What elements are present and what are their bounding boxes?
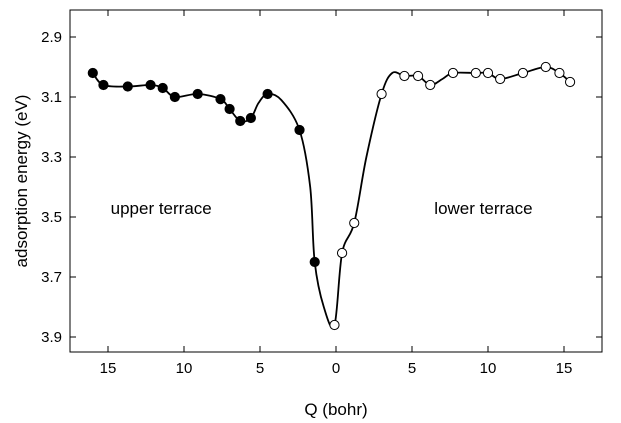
filled-data-point <box>145 79 156 91</box>
open-data-point <box>376 88 387 100</box>
y-tick-label: 3.9 <box>41 329 62 346</box>
filled-data-point <box>169 91 180 103</box>
y-axis-ticks: 2.9 3.1 3.3 3.5 3.7 3.9 <box>41 29 602 346</box>
y-tick-label: 3.7 <box>41 269 62 286</box>
filled-data-point <box>224 103 235 115</box>
filled-data-point <box>122 81 133 92</box>
open-data-point <box>447 67 459 79</box>
energy-curve <box>92 66 571 329</box>
filled-data-point <box>262 88 273 100</box>
x-tick-label: 5 <box>256 360 264 377</box>
plot-frame <box>69 9 603 353</box>
filled-data-point <box>294 124 305 136</box>
data-points <box>87 61 576 331</box>
x-tick-label: 10 <box>176 360 193 377</box>
x-tick-label: 15 <box>556 360 573 377</box>
annotation-lower-terrace: lower terrace <box>434 199 532 218</box>
open-data-point <box>517 67 529 79</box>
y-axis-label: adsorption energy (eV) <box>12 95 31 268</box>
filled-data-point <box>87 67 98 79</box>
open-data-point <box>482 67 494 79</box>
open-data-point <box>495 73 506 85</box>
x-tick-label: 10 <box>480 360 497 377</box>
filled-data-point <box>235 115 246 127</box>
open-data-point <box>470 67 481 79</box>
x-tick-label: 15 <box>100 360 117 377</box>
filled-data-point <box>309 256 320 268</box>
filled-data-point <box>215 94 226 105</box>
annotation-upper-terrace: upper terrace <box>111 199 212 218</box>
filled-data-point <box>192 88 203 100</box>
x-axis-label: Q (bohr) <box>304 400 367 419</box>
open-data-point <box>554 67 565 79</box>
filled-data-point <box>245 112 256 124</box>
x-tick-label: 0 <box>332 360 340 377</box>
y-tick-label: 3.5 <box>41 209 62 226</box>
open-data-point <box>564 76 576 88</box>
y-tick-label: 3.1 <box>41 89 62 106</box>
open-data-point <box>425 79 436 91</box>
y-tick-label: 2.9 <box>41 29 62 46</box>
filled-data-point <box>157 82 168 94</box>
filled-data-point <box>98 79 109 91</box>
x-tick-label: 5 <box>408 360 416 377</box>
open-data-point <box>399 70 410 82</box>
x-axis-ticks: 15 10 5 0 5 10 15 <box>100 10 573 377</box>
open-data-point <box>329 319 340 331</box>
y-tick-label: 3.3 <box>41 149 62 166</box>
open-data-point <box>349 217 360 229</box>
open-data-point <box>336 247 348 259</box>
open-data-point <box>412 70 424 82</box>
open-data-point <box>540 61 551 73</box>
